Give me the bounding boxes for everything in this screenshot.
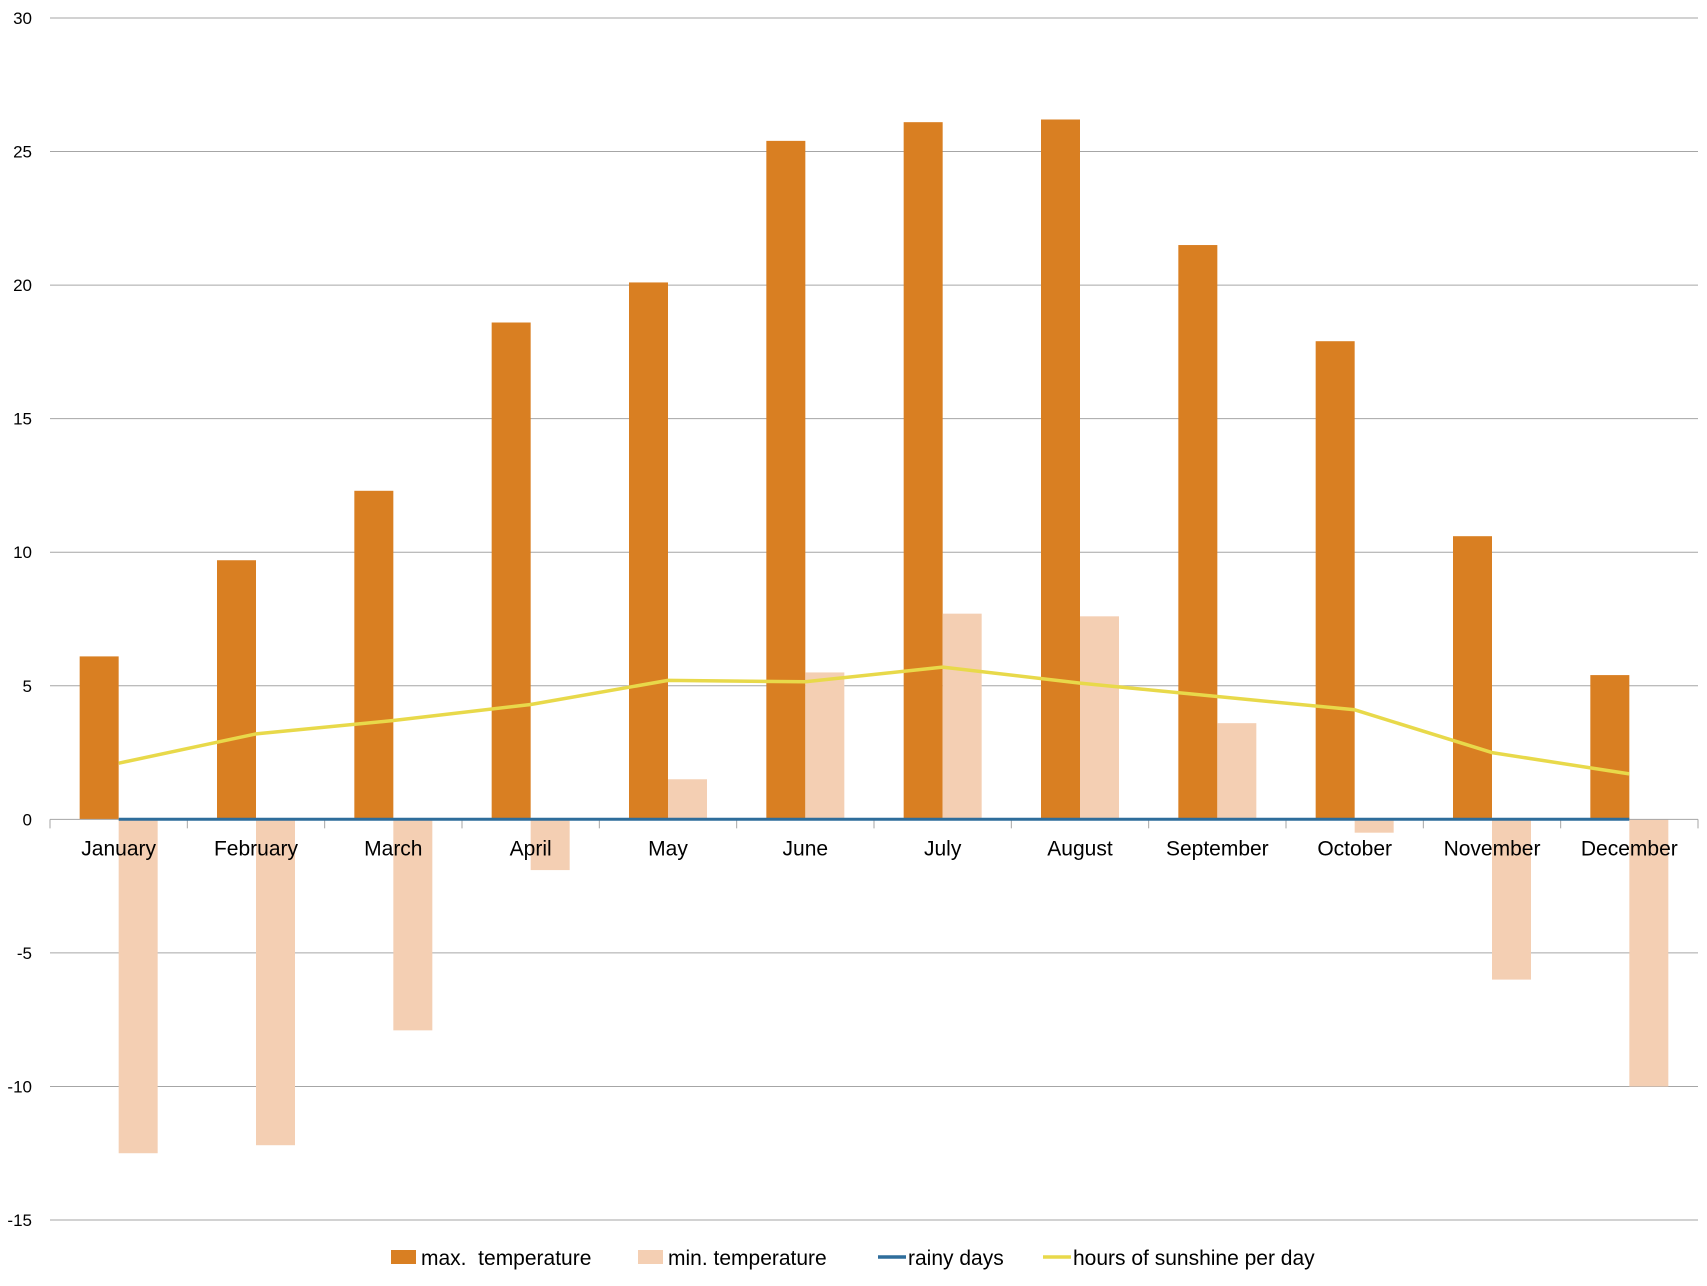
min-temperature-bar xyxy=(393,819,433,1031)
max-temperature-bar xyxy=(79,656,119,820)
legend-swatch xyxy=(391,1250,416,1264)
y-tick-label: -15 xyxy=(7,1211,32,1230)
max-temperature-bar xyxy=(1453,536,1492,820)
x-tick-label: February xyxy=(214,837,299,860)
max-temperature-bar xyxy=(1315,341,1355,820)
legend-label: hours of sunshine per day xyxy=(1073,1247,1315,1270)
min-temperature-bar xyxy=(668,779,707,820)
min-temperature-bar xyxy=(1629,819,1669,1087)
max-temperature-bar xyxy=(629,282,668,820)
min-temperature-bar xyxy=(805,672,845,820)
x-tick-label: April xyxy=(510,837,552,860)
legend-label: rainy days xyxy=(908,1247,1004,1270)
max-temperature-bar xyxy=(1590,675,1630,820)
max-temperature-bar xyxy=(217,560,256,820)
y-axis-ticks: 30 25 20 15 10 5 0 -5 -10 -15 xyxy=(7,9,32,1230)
min-temperature-bar xyxy=(256,819,295,1146)
min-temperature-bar xyxy=(1354,819,1394,833)
max-temperature-bar xyxy=(354,490,394,820)
lines xyxy=(118,665,1630,821)
x-tick-label: January xyxy=(81,837,156,860)
gridlines xyxy=(50,17,1698,1221)
min-temperature-bar xyxy=(118,819,158,1154)
legend-item: max. temperature xyxy=(391,1247,591,1270)
legend-item: min. temperature xyxy=(638,1247,827,1270)
y-tick-label: 20 xyxy=(13,276,32,295)
y-tick-label: 15 xyxy=(13,410,32,429)
legend-item: hours of sunshine per day xyxy=(1043,1247,1315,1270)
x-tick-label: August xyxy=(1047,837,1113,860)
y-tick-label: 5 xyxy=(23,677,32,696)
legend-label: max. temperature xyxy=(421,1247,591,1270)
max-temperature-bar xyxy=(766,140,806,820)
x-tick-label: May xyxy=(648,837,688,860)
x-tick-label: December xyxy=(1581,837,1678,860)
x-axis-ticks: January February March April May June July Augu… xyxy=(81,837,1677,860)
min-temperature-bar xyxy=(1217,723,1257,820)
x-tick-label: October xyxy=(1317,837,1392,860)
legend: max. temperature min. temperature rainy da… xyxy=(391,1247,1315,1270)
x-tick-label: June xyxy=(783,837,829,860)
x-tick-label: March xyxy=(364,837,422,860)
bars xyxy=(79,119,1669,1154)
min-temperature-bar xyxy=(530,819,570,871)
min-temperature-bar xyxy=(942,613,982,820)
x-tick-label: July xyxy=(924,837,962,860)
x-tick-label: November xyxy=(1444,837,1541,860)
legend-label: min. temperature xyxy=(668,1247,827,1270)
y-tick-label: -5 xyxy=(17,944,32,963)
y-tick-label: 0 xyxy=(23,810,32,829)
max-temperature-bar xyxy=(1041,119,1080,820)
min-temperature-bar xyxy=(1492,819,1531,980)
y-tick-label: 10 xyxy=(13,543,32,562)
max-temperature-bar xyxy=(903,122,943,820)
min-temperature-bar xyxy=(1080,616,1119,820)
y-tick-label: 30 xyxy=(13,9,32,28)
max-temperature-bar xyxy=(1178,245,1218,820)
y-tick-label: 25 xyxy=(13,143,32,162)
max-temperature-bar xyxy=(491,322,531,820)
x-tick-label: September xyxy=(1166,837,1269,860)
y-tick-label: -10 xyxy=(7,1077,32,1096)
sunshine-hours-line xyxy=(118,665,1630,776)
legend-item: rainy days xyxy=(878,1247,1004,1270)
legend-swatch xyxy=(638,1250,663,1264)
